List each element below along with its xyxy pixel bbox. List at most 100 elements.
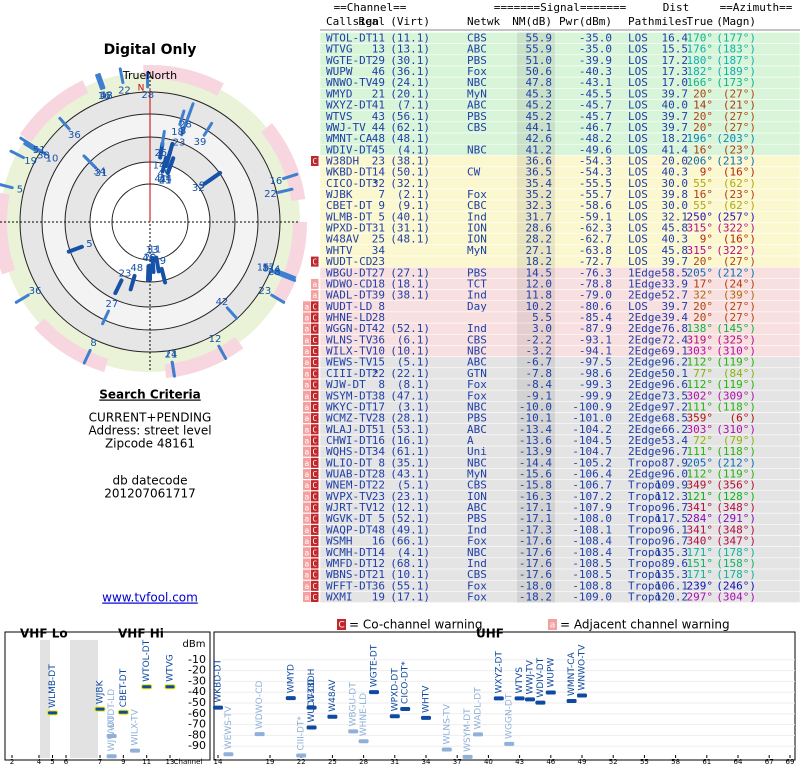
- warning-box: [311, 323, 319, 334]
- station-power: [348, 729, 359, 734]
- cell: (56.1): [390, 110, 430, 123]
- cell: 16.4: [662, 32, 689, 45]
- station-channel: 12: [100, 90, 113, 101]
- cell: 47.8: [526, 76, 553, 89]
- cell: NBC: [467, 400, 487, 413]
- warning-box: [311, 301, 319, 312]
- station-power: [94, 706, 106, 712]
- cell: 25: [372, 233, 385, 246]
- cell: 14°: [693, 99, 713, 112]
- x-tick-label: 2: [10, 758, 14, 766]
- warning-icon: C: [312, 403, 317, 412]
- nm-shade: [517, 412, 555, 424]
- x-tick-label: 67: [765, 758, 774, 766]
- cell: LOS: [628, 32, 648, 45]
- cell: 48: [372, 132, 385, 145]
- cell: 2Edge: [628, 400, 661, 413]
- cell: 39.4: [662, 311, 689, 324]
- link[interactable]: www.tvfool.com: [102, 591, 198, 605]
- station-power: [462, 754, 473, 759]
- cell: (21°): [723, 99, 756, 112]
- cell: (20.1): [390, 87, 430, 100]
- station-callsign: WUDT-LD: [107, 689, 117, 731]
- cell: 16°: [693, 143, 713, 156]
- nm-shade: [517, 99, 555, 111]
- cell: 41.4: [662, 143, 689, 156]
- cell: 20°: [693, 87, 713, 100]
- cell: 12: [372, 557, 385, 570]
- warning-box: [311, 480, 319, 491]
- cell: 28: [372, 311, 385, 324]
- cell: WTOL-DT: [326, 32, 373, 45]
- x-tick-label: 7: [98, 758, 102, 766]
- station-callsign: WTVS: [515, 667, 525, 694]
- cell: WUDT-LD: [326, 300, 372, 313]
- warning-icon: a: [304, 302, 309, 311]
- title: Digital Only: [104, 42, 197, 58]
- y-axis-label: dBm: [183, 639, 206, 650]
- cell: -108.5: [572, 568, 612, 581]
- cell: 27.1: [526, 244, 553, 257]
- station-power: [493, 696, 504, 701]
- cell: LOS: [628, 222, 648, 235]
- station-power: [566, 699, 577, 704]
- cell: 30.0: [662, 177, 689, 190]
- station-channel: 48: [100, 90, 113, 101]
- station-power: [306, 705, 317, 710]
- cell: WPXD-DT: [326, 222, 373, 235]
- cell: 39.7: [662, 110, 689, 123]
- cell: WNWO-TV: [326, 76, 373, 89]
- station-channel: 41: [154, 174, 167, 185]
- station-bearing: [14, 293, 30, 304]
- cell: (10.1): [390, 345, 430, 358]
- cell: (32.1): [390, 177, 430, 190]
- warning-icon: a: [304, 347, 309, 356]
- cell: 106.1: [655, 579, 688, 592]
- column-header: NM(dB): [512, 15, 552, 28]
- station-bearing: [23, 142, 39, 153]
- cell: 9°: [700, 166, 713, 179]
- nm-shade: [517, 401, 555, 413]
- warning-icon: C: [312, 369, 317, 378]
- cell: 2Edge: [628, 311, 661, 324]
- warning-icon: a: [304, 504, 309, 513]
- cell: 17.0: [662, 76, 689, 89]
- station-bearing: [159, 266, 168, 285]
- cell: 45: [372, 143, 385, 156]
- cell: W48AV: [326, 233, 359, 246]
- cell: 35.2: [526, 188, 553, 201]
- station-channel: 29: [144, 253, 157, 264]
- cell: WMYD: [326, 87, 353, 100]
- cell: 9: [378, 199, 385, 212]
- north-label: TrueNorth: [122, 69, 177, 82]
- cell: -58.6: [579, 199, 612, 212]
- cell: 166°: [687, 76, 714, 89]
- station-power: [369, 690, 379, 695]
- cell: (23°): [723, 143, 756, 156]
- cell: W38DH: [326, 154, 359, 167]
- station-channel: 42: [216, 297, 229, 308]
- cell: -55.5: [579, 177, 612, 190]
- cell: -54.3: [579, 166, 612, 179]
- cell: NBC: [467, 546, 487, 559]
- cell: LOS: [628, 121, 648, 134]
- y-tick-label: -20: [188, 664, 206, 677]
- station-bearing: [118, 67, 125, 85]
- cell: 36.6: [526, 154, 553, 167]
- warning-box: [311, 312, 319, 323]
- station-callsign: W48AV: [328, 679, 338, 712]
- cell: -17.3: [519, 523, 552, 536]
- cell: (43.1): [390, 468, 430, 481]
- warning-box: [311, 446, 319, 457]
- station-power: [577, 693, 587, 698]
- station-power: [141, 684, 153, 690]
- warning-box: [303, 346, 311, 357]
- column-header: (Virt): [390, 15, 430, 28]
- warning-box: [303, 379, 311, 390]
- warning-box: [303, 558, 311, 569]
- cell: ION: [467, 222, 487, 235]
- station-channel: 28: [268, 267, 281, 278]
- cell: -55.7: [579, 188, 612, 201]
- cell: 50.6: [526, 65, 553, 78]
- cell: MyN: [467, 468, 487, 481]
